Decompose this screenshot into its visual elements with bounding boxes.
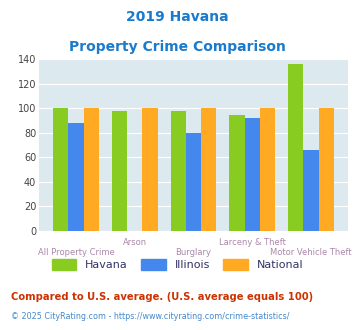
Bar — [69, 123, 84, 231]
Text: Motor Vehicle Theft: Motor Vehicle Theft — [270, 248, 352, 257]
Bar — [112, 111, 127, 231]
Bar — [303, 150, 318, 231]
Bar — [84, 109, 99, 231]
Text: All Property Crime: All Property Crime — [38, 248, 114, 257]
Bar — [53, 109, 69, 231]
Text: Property Crime Comparison: Property Crime Comparison — [69, 40, 286, 53]
Bar — [142, 109, 158, 231]
Bar — [186, 133, 201, 231]
Text: Arson: Arson — [123, 238, 147, 247]
Bar — [318, 109, 334, 231]
Bar — [229, 115, 245, 231]
Text: Larceny & Theft: Larceny & Theft — [219, 238, 286, 247]
Text: 2019 Havana: 2019 Havana — [126, 10, 229, 24]
Bar — [245, 118, 260, 231]
Legend: Havana, Illinois, National: Havana, Illinois, National — [47, 255, 308, 275]
Bar — [288, 64, 303, 231]
Bar — [170, 111, 186, 231]
Bar — [201, 109, 217, 231]
Bar — [260, 109, 275, 231]
Text: Compared to U.S. average. (U.S. average equals 100): Compared to U.S. average. (U.S. average … — [11, 292, 313, 302]
Text: Burglary: Burglary — [175, 248, 212, 257]
Text: © 2025 CityRating.com - https://www.cityrating.com/crime-statistics/: © 2025 CityRating.com - https://www.city… — [11, 312, 289, 321]
